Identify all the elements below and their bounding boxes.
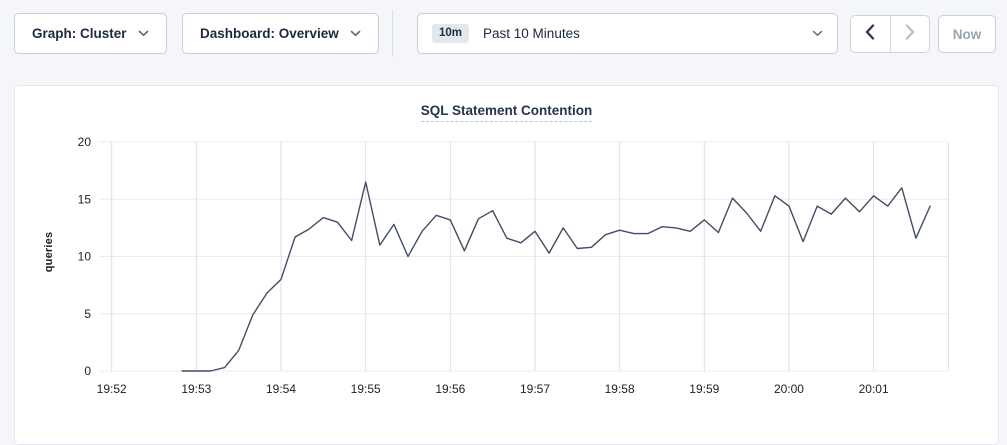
- x-tick-label: 19:54: [266, 382, 296, 396]
- prev-time-button[interactable]: [851, 16, 890, 52]
- chevron-down-icon: [138, 30, 149, 37]
- toolbar-divider: [392, 10, 393, 57]
- time-range-badge: 10m: [432, 23, 470, 44]
- x-tick-label: 19:56: [435, 382, 465, 396]
- graph-dropdown-label: Graph: Cluster: [32, 26, 127, 41]
- chevron-right-icon: [905, 23, 915, 45]
- x-tick-label: 19:57: [520, 382, 550, 396]
- x-tick-label: 20:00: [774, 382, 804, 396]
- chevron-down-icon: [350, 30, 361, 37]
- y-tick-label: 0: [84, 364, 91, 378]
- chevron-left-icon: [865, 23, 875, 45]
- now-button[interactable]: Now: [938, 15, 996, 53]
- dashboard-dropdown[interactable]: Dashboard: Overview: [182, 13, 379, 54]
- y-axis-ticks: 0 5 10 15 20: [78, 135, 92, 378]
- chevron-down-icon: [812, 30, 823, 37]
- time-step-buttons: [850, 15, 930, 53]
- chart-title[interactable]: SQL Statement Contention: [420, 103, 593, 122]
- x-tick-label: 19:59: [689, 382, 719, 396]
- y-tick-label: 20: [78, 135, 92, 149]
- graph-dropdown[interactable]: Graph: Cluster: [14, 13, 167, 54]
- chart-title-row: SQL Statement Contention: [15, 86, 998, 122]
- x-tick-label: 19:58: [605, 382, 635, 396]
- dashboard-dropdown-label: Dashboard: Overview: [200, 26, 339, 41]
- y-tick-label: 5: [84, 307, 91, 321]
- x-tick-label: 19:53: [181, 382, 211, 396]
- vertical-gridlines: [111, 142, 949, 371]
- chart-card: SQL Statement Contention queries 0 5 10 15 2…: [14, 85, 999, 445]
- x-tick-label: 19:55: [351, 382, 381, 396]
- time-range-label: Past 10 Minutes: [483, 26, 580, 41]
- time-range-picker[interactable]: 10m Past 10 Minutes: [417, 13, 838, 54]
- data-line: [181, 181, 931, 372]
- y-tick-label: 15: [78, 192, 92, 206]
- next-time-button[interactable]: [889, 16, 930, 52]
- y-tick-label: 10: [78, 250, 92, 264]
- horizontal-gridlines: [99, 141, 949, 372]
- x-axis-ticks: 19:52 19:53 19:54 19:55 19:56 19:57 19:58 19:59…: [97, 382, 889, 396]
- x-tick-label: 19:52: [97, 382, 127, 396]
- x-tick-label: 20:01: [859, 382, 889, 396]
